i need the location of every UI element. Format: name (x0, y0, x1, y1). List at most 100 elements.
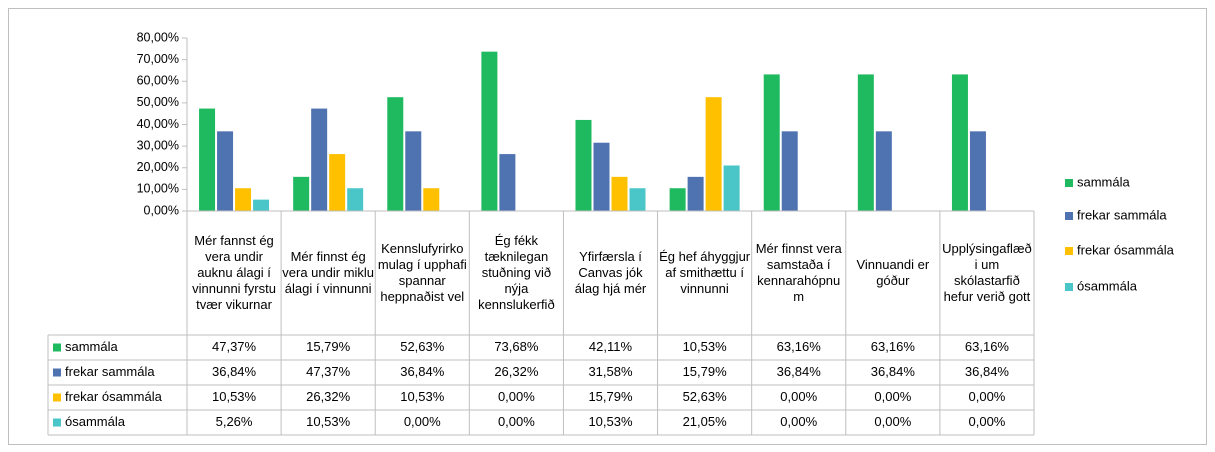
category-cell: Mér finnst ég vera undir miklu álagi í v… (282, 249, 375, 296)
bar (347, 188, 364, 211)
y-tick-label: 10,00% (137, 182, 179, 196)
table-legend-key (53, 393, 61, 402)
table-row-label: frekar ósammála (65, 389, 163, 404)
y-tick-label: 40,00% (137, 117, 179, 131)
legend-key (1065, 283, 1073, 291)
legend-key (1065, 247, 1073, 255)
table-legend-key (53, 418, 61, 427)
table-cell: 26,32% (494, 364, 539, 379)
bar (387, 97, 404, 211)
category-cell: Vinnuandi er góður (856, 257, 930, 288)
y-tick-label: 70,00% (137, 52, 179, 66)
table-cell: 0,00% (780, 414, 817, 429)
table-cell: 63,16% (777, 339, 822, 354)
table-cell: 10,53% (400, 389, 445, 404)
x-tick-label: Upplýsingaflæði um skólastarfið hefur ve… (942, 241, 1032, 304)
bar (669, 188, 686, 211)
bar (423, 188, 440, 211)
table-cell: 0,00% (874, 389, 911, 404)
y-tick-label: 80,00% (137, 30, 179, 44)
bar (723, 165, 740, 211)
bar (235, 188, 252, 211)
bar (705, 97, 722, 211)
category-cell: Kennslufyrirkomulag í upphafi spannar he… (377, 241, 467, 304)
table-legend-key (53, 368, 61, 377)
table-cell: 0,00% (498, 414, 535, 429)
table-cell: 36,84% (400, 364, 445, 379)
bar (253, 199, 270, 211)
table-cell: 47,37% (306, 364, 351, 379)
table-cell: 36,84% (777, 364, 822, 379)
table-cell: 10,53% (212, 389, 257, 404)
x-tick-label: Ég fékk tæknilegan stuðning við nýja ken… (478, 233, 555, 312)
table-cell: 0,00% (498, 389, 535, 404)
bar (687, 176, 704, 211)
table-cell: 0,00% (969, 414, 1006, 429)
bar (481, 51, 498, 212)
table-cell: 42,11% (589, 339, 633, 354)
table-cell: 15,79% (588, 389, 633, 404)
legend-key (1065, 212, 1073, 220)
x-tick-label: Yfirfærsla í Canvas jók álag hjá mér (574, 249, 647, 296)
bar (629, 188, 646, 211)
table-cell: 73,68% (494, 339, 539, 354)
legend-label: ósammála (1077, 278, 1138, 293)
table-cell: 5,26% (216, 414, 253, 429)
bar (199, 108, 216, 211)
bar (311, 108, 328, 211)
bar (405, 131, 422, 211)
x-tick-label: Vinnuandi er góður (856, 257, 930, 288)
category-cell: Mér finnst vera samstaða í kennarahópnum (755, 241, 842, 304)
table-cell: 52,63% (683, 389, 728, 404)
y-tick-label: 20,00% (137, 160, 179, 174)
x-tick-label: Mér fannst ég vera undir auknu álagi í v… (192, 233, 276, 312)
table-cell: 31,58% (588, 364, 633, 379)
y-tick-label: 60,00% (137, 74, 179, 88)
bar (593, 142, 610, 211)
bar (763, 74, 780, 211)
table-row-label: frekar sammála (65, 364, 155, 379)
bar (951, 74, 968, 211)
bar (499, 154, 516, 211)
y-tick-label: 30,00% (137, 138, 179, 152)
table-cell: 0,00% (404, 414, 441, 429)
table-cell: 10,53% (306, 414, 351, 429)
table-cell: 0,00% (969, 389, 1006, 404)
bar (329, 154, 346, 211)
category-cell: Yfirfærsla í Canvas jók álag hjá mér (574, 249, 647, 296)
table-cell: 15,79% (683, 364, 728, 379)
legend-label: sammála (1077, 174, 1131, 189)
x-tick-label: Mér finnst vera samstaða í kennarahópnum (755, 241, 842, 304)
legend-label: frekar sammála (1077, 207, 1167, 222)
bar (217, 131, 234, 211)
x-tick-label: Mér finnst ég vera undir miklu álagi í v… (282, 249, 375, 296)
table-cell: 15,79% (306, 339, 351, 354)
table-cell: 36,84% (965, 364, 1010, 379)
legend-label: frekar ósammála (1077, 242, 1175, 257)
table-row-label: ósammála (65, 414, 126, 429)
bar (293, 176, 310, 211)
bar (969, 131, 986, 211)
category-cell: Mér fannst ég vera undir auknu álagi í v… (192, 233, 276, 312)
table-cell: 47,37% (212, 339, 257, 354)
table-cell: 36,84% (871, 364, 916, 379)
table-cell: 63,16% (871, 339, 916, 354)
chart-border (8, 8, 1207, 445)
y-tick-label: 50,00% (137, 95, 179, 109)
table-cell: 52,63% (400, 339, 445, 354)
x-tick-label: Kennslufyrirkomulag í upphafi spannar he… (377, 241, 467, 304)
table-cell: 0,00% (780, 389, 817, 404)
table-row-label: sammála (65, 339, 119, 354)
bar (781, 131, 798, 211)
category-cell: Ég hef áhyggjur af smithættu í vinnunni (659, 249, 751, 296)
bar (575, 119, 592, 211)
x-tick-label: Ég hef áhyggjur af smithættu í vinnunni (659, 249, 751, 296)
category-cell: Ég fékk tæknilegan stuðning við nýja ken… (478, 233, 555, 312)
y-tick-label: 0,00% (144, 203, 179, 217)
table-cell: 63,16% (965, 339, 1010, 354)
legend-key (1065, 179, 1073, 187)
table-cell: 36,84% (212, 364, 257, 379)
bar (875, 131, 892, 211)
table-legend-key (53, 343, 61, 352)
table-cell: 0,00% (874, 414, 911, 429)
